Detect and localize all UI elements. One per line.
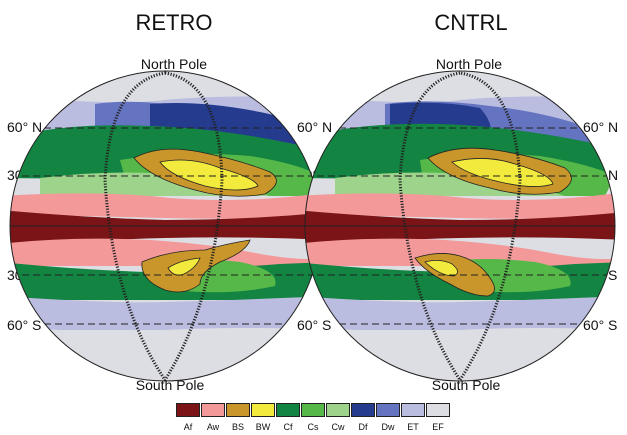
- region-et-south: [10, 296, 320, 330]
- legend-swatch-bs: [226, 403, 250, 417]
- region-af: [305, 210, 615, 248]
- legend-swatch-bw: [251, 403, 275, 417]
- map-cntrl: [305, 71, 615, 381]
- region-bw-north: [451, 158, 554, 187]
- legend-swatch-df: [351, 403, 375, 417]
- legend-label-cs: Cs: [307, 422, 319, 432]
- panel-title-retro: RETRO: [135, 10, 213, 35]
- region-ef-south-cap: [305, 326, 615, 381]
- legend-label-af: Af: [183, 422, 193, 432]
- legend-swatch-af: [176, 403, 200, 417]
- legend-label-aw: Aw: [206, 422, 220, 432]
- legend-swatch-cw: [326, 403, 350, 417]
- lat-label-60n-left: 60° N: [7, 119, 43, 135]
- region-ef-south-cap: [10, 326, 320, 381]
- continent-outline: [398, 71, 522, 381]
- region-bw-north: [159, 159, 259, 191]
- legend-swatch-aw: [201, 403, 225, 417]
- legend-swatch-cf: [276, 403, 300, 417]
- region-aw-north: [305, 192, 615, 219]
- legend-label-ef: EF: [432, 422, 444, 432]
- region-bw-south: [167, 257, 201, 276]
- continent-outline: [103, 71, 224, 381]
- region-bs-south: [141, 239, 251, 293]
- legend-label-df: Df: [358, 422, 368, 432]
- panel-title-cntrl: CNTRL: [434, 10, 508, 35]
- legend-label-cf: Cf: [283, 422, 293, 432]
- lat-label-60s-mid: 60° S: [297, 317, 332, 333]
- lat-label-60n-mid: 60° N: [297, 119, 333, 135]
- legend-swatch-et: [401, 403, 425, 417]
- region-aw-south: [305, 238, 615, 266]
- legend-label-bw: BW: [255, 422, 271, 432]
- region-af: [10, 210, 320, 248]
- legend-swatch-dw: [376, 403, 400, 417]
- north-pole-label-cntrl: North Pole: [435, 56, 503, 72]
- region-aw-south: [10, 238, 320, 266]
- legend-label-bs: BS: [231, 422, 244, 432]
- region-ef-north: [10, 71, 320, 100]
- globe-outline-cntrl: [304, 70, 616, 382]
- map-retro: [10, 71, 320, 381]
- legend-label-dw: Dw: [381, 422, 395, 432]
- region-bw-south: [424, 260, 458, 277]
- region-aw-north: [10, 192, 320, 219]
- region-et-south: [305, 296, 615, 330]
- legend-swatch-ef: [426, 403, 450, 417]
- legend-swatch-cs: [301, 403, 325, 417]
- lat-label-60s-right: 60° S: [583, 317, 618, 333]
- lat-label-60s-left: 60° S: [7, 317, 42, 333]
- north-pole-label-retro: North Pole: [140, 56, 208, 72]
- legend-label-cw: Cw: [331, 422, 345, 432]
- lat-label-60n-right: 60° N: [583, 119, 619, 135]
- legend-label-et: ET: [407, 422, 419, 432]
